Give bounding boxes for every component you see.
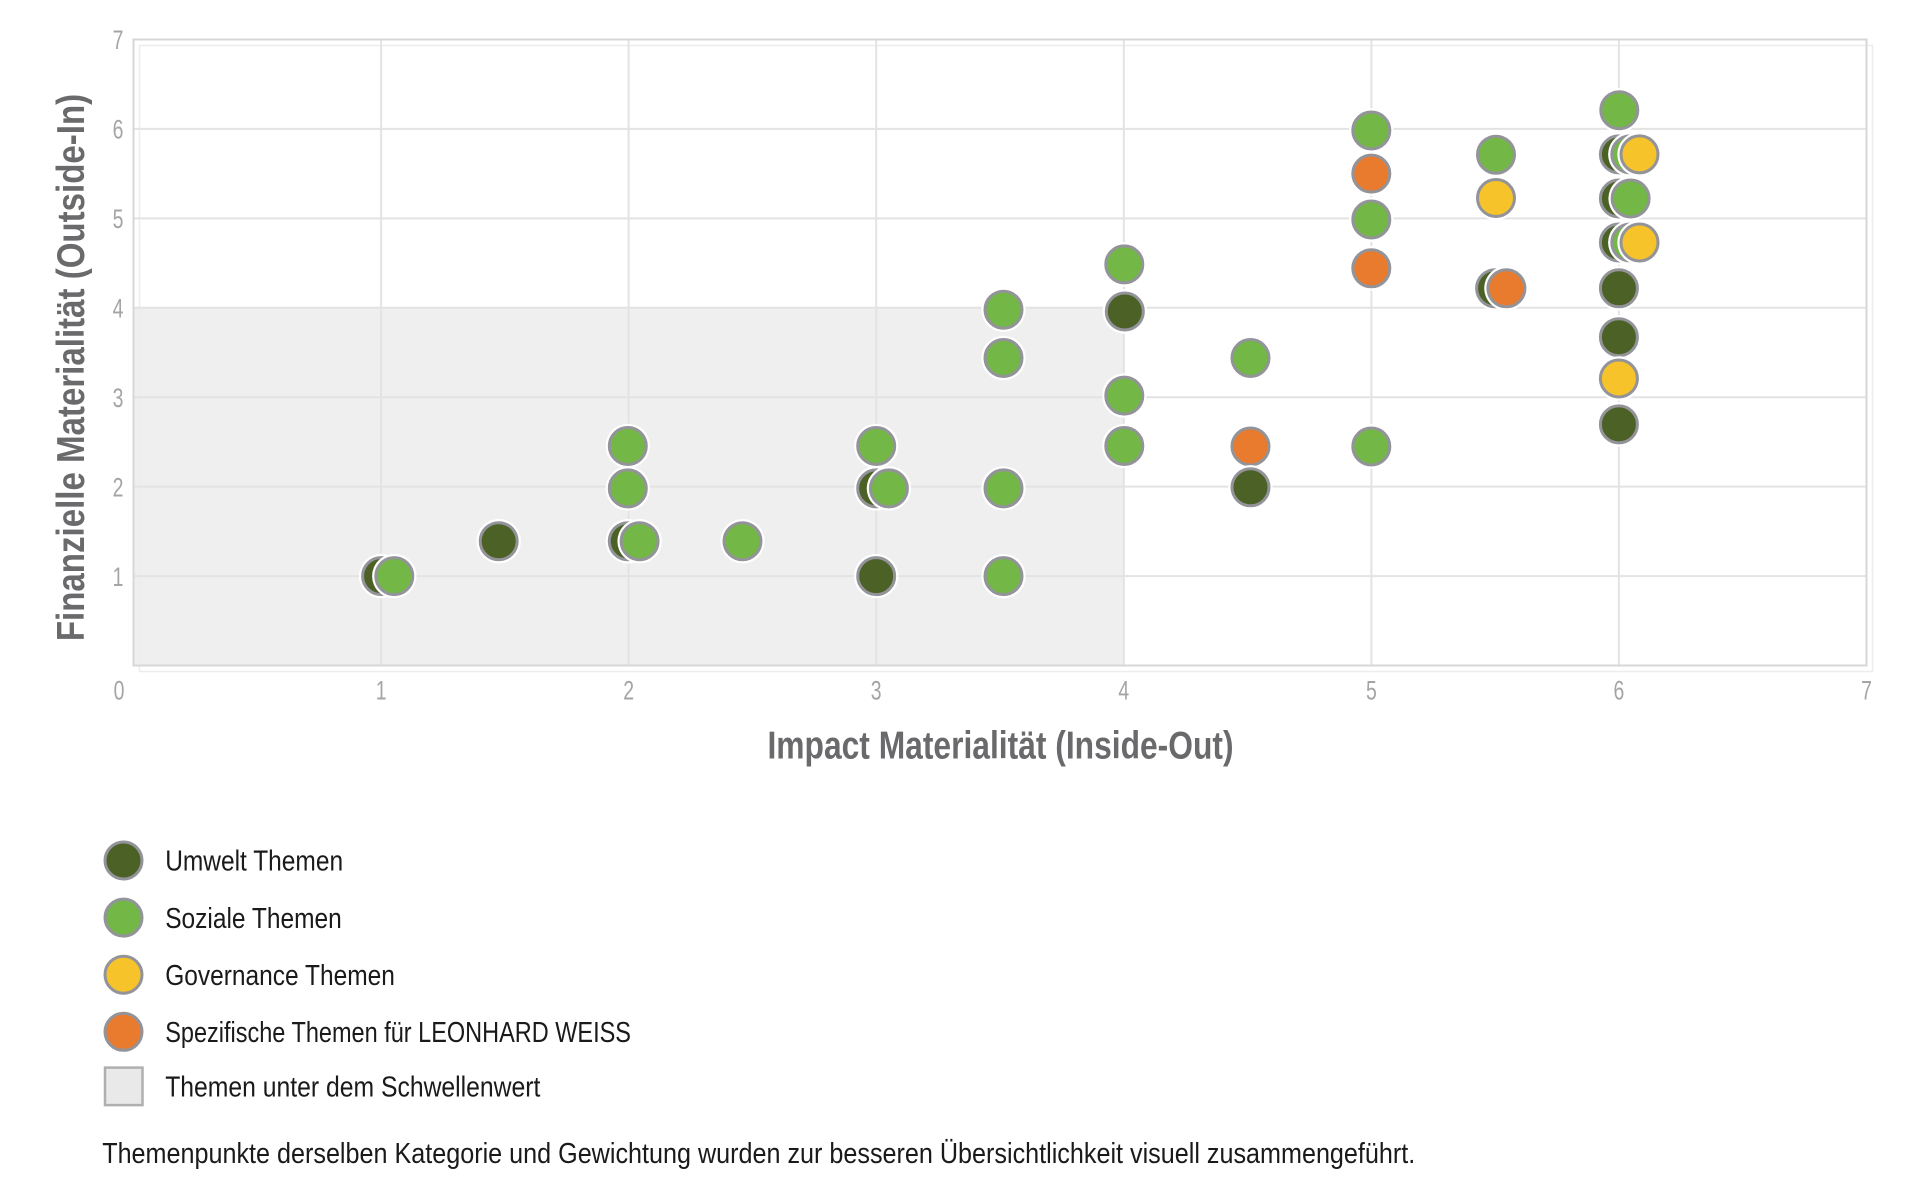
svg-text:6: 6	[113, 114, 124, 144]
svg-text:Soziale Themen: Soziale Themen	[165, 902, 342, 934]
svg-text:4: 4	[1118, 675, 1129, 705]
svg-text:4: 4	[113, 293, 124, 323]
svg-text:3: 3	[113, 383, 124, 413]
svg-text:2: 2	[113, 472, 124, 502]
svg-text:Themen unter dem Schwellenwert: Themen unter dem Schwellenwert	[165, 1071, 541, 1103]
svg-text:6: 6	[1613, 675, 1624, 705]
svg-text:Themenpunkte derselben Kategor: Themenpunkte derselben Kategorie und Gew…	[102, 1138, 1415, 1170]
svg-text:3: 3	[871, 675, 882, 705]
svg-text:2: 2	[623, 675, 634, 705]
svg-text:Umwelt Themen: Umwelt Themen	[165, 845, 343, 877]
svg-text:7: 7	[113, 25, 124, 55]
svg-text:5: 5	[113, 204, 124, 234]
svg-text:Finanzielle Materialität (Outs: Finanzielle Materialität (Outside-In)	[48, 94, 92, 641]
svg-text:7: 7	[1861, 675, 1872, 705]
svg-text:Spezifische Themen für LEONHAR: Spezifische Themen für LEONHARD WEISS	[165, 1016, 631, 1049]
svg-text:Impact Materialität (Inside-Ou: Impact Materialität (Inside-Out)	[767, 723, 1233, 767]
svg-text:1: 1	[376, 675, 387, 705]
svg-text:0: 0	[114, 675, 125, 705]
svg-text:5: 5	[1366, 675, 1377, 705]
svg-text:Governance Themen: Governance Themen	[165, 959, 395, 991]
svg-text:1: 1	[113, 562, 124, 592]
